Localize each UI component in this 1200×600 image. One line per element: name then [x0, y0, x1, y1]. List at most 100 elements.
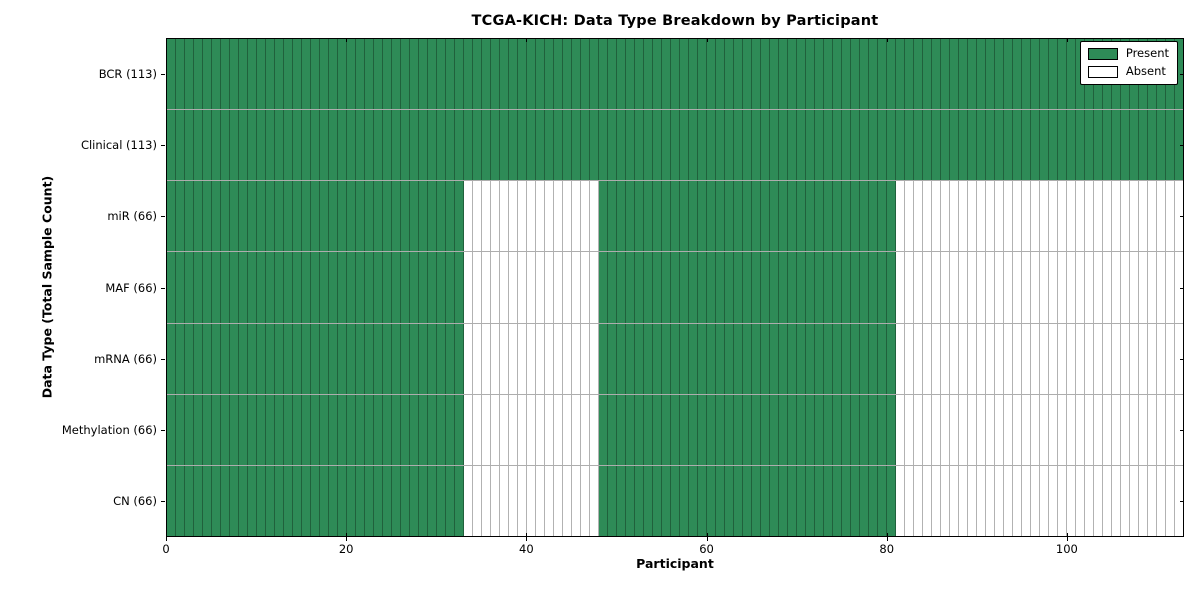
x-tick-mark-inner: [886, 533, 888, 537]
cell-present: [833, 465, 842, 536]
cell-absent: [527, 394, 536, 465]
cell-present: [707, 110, 716, 181]
cell-present: [761, 465, 770, 536]
cell-present: [833, 252, 842, 323]
cell-absent: [1058, 465, 1067, 536]
cell-present: [1013, 39, 1022, 110]
cell-absent: [482, 465, 491, 536]
cell-present: [1031, 39, 1040, 110]
cell-present: [770, 323, 779, 394]
cell-absent: [1121, 252, 1130, 323]
cell-absent: [527, 252, 536, 323]
cell-absent: [581, 465, 590, 536]
cell-present: [779, 252, 788, 323]
cell-present: [707, 465, 716, 536]
cell-present: [1139, 110, 1148, 181]
cell-present: [878, 252, 887, 323]
cell-absent: [482, 323, 491, 394]
cell-absent: [914, 465, 923, 536]
cell-present: [779, 323, 788, 394]
cell-absent: [1058, 181, 1067, 252]
cell-present: [293, 323, 302, 394]
x-tick-mark-inner: [346, 533, 348, 537]
cell-present: [608, 39, 617, 110]
cell-present: [788, 110, 797, 181]
cell-absent: [995, 323, 1004, 394]
cell-present: [671, 323, 680, 394]
cell-present: [1040, 110, 1049, 181]
cell-present: [338, 252, 347, 323]
cell-present: [806, 323, 815, 394]
cell-present: [329, 465, 338, 536]
cell-present: [248, 110, 257, 181]
cell-absent: [1067, 323, 1076, 394]
cell-present: [329, 394, 338, 465]
cell-present: [743, 465, 752, 536]
cell-absent: [482, 394, 491, 465]
cell-present: [878, 181, 887, 252]
cell-present: [617, 39, 626, 110]
cell-absent: [1004, 323, 1013, 394]
cell-absent: [554, 181, 563, 252]
cell-present: [176, 465, 185, 536]
cell-present: [716, 110, 725, 181]
cell-present: [842, 465, 851, 536]
cell-absent: [1022, 465, 1031, 536]
cell-absent: [1058, 252, 1067, 323]
cell-present: [941, 110, 950, 181]
cell-present: [599, 39, 608, 110]
cell-absent: [464, 465, 473, 536]
cell-present: [482, 110, 491, 181]
cell-present: [734, 110, 743, 181]
cell-present: [725, 252, 734, 323]
cell-present: [626, 394, 635, 465]
x-tick-mark: [166, 537, 167, 541]
cell-present: [167, 181, 176, 252]
cell-absent: [932, 323, 941, 394]
cell-present: [230, 394, 239, 465]
cell-absent: [968, 181, 977, 252]
cell-absent: [932, 252, 941, 323]
cell-present: [257, 394, 266, 465]
cell-present: [815, 394, 824, 465]
cell-present: [374, 110, 383, 181]
cell-present: [842, 39, 851, 110]
cell-present: [752, 39, 761, 110]
cell-absent: [896, 323, 905, 394]
y-tick-label-CN: CN (66): [113, 494, 157, 509]
cell-present: [500, 110, 509, 181]
cell-absent: [1166, 323, 1175, 394]
cell-present: [617, 465, 626, 536]
cell-absent: [1139, 323, 1148, 394]
cell-present: [329, 110, 338, 181]
cell-present: [752, 181, 761, 252]
cell-absent: [491, 465, 500, 536]
heatmap-row-BCR: [167, 39, 1183, 111]
cell-absent: [986, 181, 995, 252]
cell-present: [176, 181, 185, 252]
cell-present: [311, 252, 320, 323]
cell-absent: [563, 323, 572, 394]
cell-absent: [1013, 323, 1022, 394]
cell-absent: [563, 394, 572, 465]
cell-present: [689, 110, 698, 181]
cell-present: [608, 323, 617, 394]
cell-absent: [1130, 323, 1139, 394]
cell-absent: [1049, 252, 1058, 323]
cell-present: [383, 252, 392, 323]
cell-present: [797, 39, 806, 110]
cell-present: [401, 181, 410, 252]
cell-present: [311, 39, 320, 110]
cell-present: [824, 394, 833, 465]
x-tick-label: 80: [879, 542, 895, 556]
cell-present: [419, 39, 428, 110]
cell-absent: [545, 181, 554, 252]
cell-present: [788, 323, 797, 394]
cell-absent: [536, 252, 545, 323]
cell-present: [626, 252, 635, 323]
x-tick-mark-top: [706, 38, 708, 42]
cell-present: [401, 465, 410, 536]
cell-absent: [941, 181, 950, 252]
cell-absent: [905, 394, 914, 465]
cell-present: [959, 110, 968, 181]
